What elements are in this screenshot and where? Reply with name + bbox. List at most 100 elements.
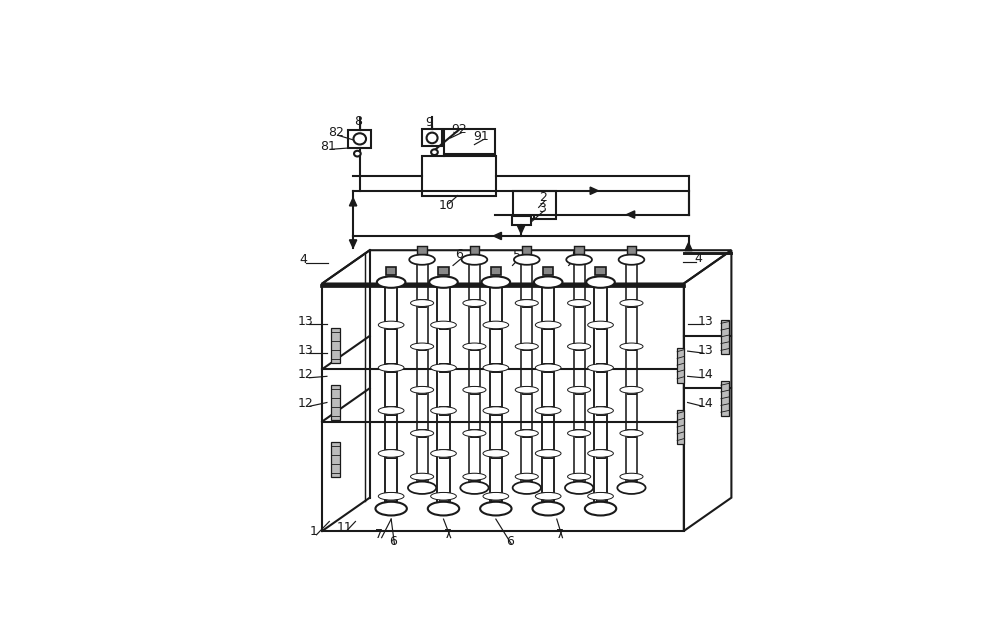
Text: 4: 4 xyxy=(299,253,307,266)
Text: 13: 13 xyxy=(298,315,314,328)
Ellipse shape xyxy=(408,481,436,494)
Ellipse shape xyxy=(568,473,591,480)
Ellipse shape xyxy=(411,386,434,393)
Bar xyxy=(575,342,583,350)
Ellipse shape xyxy=(428,502,459,515)
Bar xyxy=(331,442,340,476)
Ellipse shape xyxy=(588,321,613,329)
Bar xyxy=(575,386,583,394)
Bar xyxy=(677,410,684,444)
Text: 6: 6 xyxy=(455,248,463,261)
Bar xyxy=(386,321,396,329)
Ellipse shape xyxy=(431,407,456,415)
Bar xyxy=(348,130,371,148)
Bar xyxy=(491,449,501,458)
Bar xyxy=(596,406,605,415)
Bar xyxy=(596,363,605,372)
Ellipse shape xyxy=(378,364,404,371)
Bar xyxy=(522,342,531,350)
Bar xyxy=(438,267,449,276)
Ellipse shape xyxy=(515,386,538,393)
Bar xyxy=(491,321,501,329)
Ellipse shape xyxy=(463,473,486,480)
Bar xyxy=(491,363,501,372)
Bar xyxy=(439,406,448,415)
Ellipse shape xyxy=(534,276,562,288)
Ellipse shape xyxy=(565,481,593,494)
Text: 1: 1 xyxy=(310,525,318,538)
Ellipse shape xyxy=(535,450,561,457)
Bar xyxy=(522,473,531,481)
Bar xyxy=(522,246,531,253)
Ellipse shape xyxy=(619,255,644,265)
Bar xyxy=(470,430,479,437)
Bar xyxy=(543,406,553,415)
Bar xyxy=(596,321,605,329)
Polygon shape xyxy=(590,187,598,195)
Bar xyxy=(470,342,479,350)
Bar xyxy=(575,430,583,437)
Text: 91: 91 xyxy=(474,130,489,143)
Text: 7: 7 xyxy=(444,528,452,541)
Text: 10: 10 xyxy=(439,199,455,212)
Bar xyxy=(418,386,426,394)
Bar xyxy=(627,473,636,481)
Bar xyxy=(386,363,396,372)
Ellipse shape xyxy=(375,502,407,515)
Ellipse shape xyxy=(515,300,538,307)
Ellipse shape xyxy=(431,364,456,371)
Bar xyxy=(439,363,448,372)
Bar xyxy=(439,449,448,458)
Ellipse shape xyxy=(411,473,434,480)
Ellipse shape xyxy=(483,450,509,457)
Bar xyxy=(543,363,553,372)
Ellipse shape xyxy=(411,300,434,307)
Bar xyxy=(543,492,553,501)
Bar xyxy=(627,430,636,437)
Text: 13: 13 xyxy=(697,315,713,328)
Bar xyxy=(386,449,396,458)
Ellipse shape xyxy=(480,502,512,515)
Ellipse shape xyxy=(568,300,591,307)
Ellipse shape xyxy=(431,321,456,329)
Ellipse shape xyxy=(585,502,616,515)
Ellipse shape xyxy=(377,276,405,288)
Ellipse shape xyxy=(463,300,486,307)
Ellipse shape xyxy=(483,364,509,371)
Bar xyxy=(418,342,426,350)
Ellipse shape xyxy=(427,133,438,143)
Bar xyxy=(627,342,636,350)
Text: 6: 6 xyxy=(571,248,579,261)
Bar xyxy=(721,320,729,354)
Bar xyxy=(522,430,531,437)
Text: 7: 7 xyxy=(375,528,383,541)
Bar xyxy=(721,381,729,416)
Ellipse shape xyxy=(566,255,592,265)
Ellipse shape xyxy=(568,343,591,350)
Bar xyxy=(422,129,442,146)
Text: 7: 7 xyxy=(556,528,564,541)
Ellipse shape xyxy=(409,255,435,265)
Bar xyxy=(439,492,448,501)
Ellipse shape xyxy=(483,407,509,415)
Bar xyxy=(543,321,553,329)
Text: 13: 13 xyxy=(298,344,314,357)
Bar xyxy=(444,129,495,154)
Ellipse shape xyxy=(620,430,643,437)
Bar xyxy=(575,473,583,481)
Ellipse shape xyxy=(620,343,643,350)
Bar xyxy=(470,299,479,307)
Bar xyxy=(470,473,479,481)
Bar xyxy=(386,406,396,415)
Polygon shape xyxy=(349,198,357,206)
Ellipse shape xyxy=(378,493,404,500)
Text: 82: 82 xyxy=(328,126,344,139)
Bar xyxy=(512,191,556,219)
Ellipse shape xyxy=(535,493,561,500)
Bar xyxy=(491,267,501,276)
Ellipse shape xyxy=(463,430,486,437)
Ellipse shape xyxy=(411,343,434,350)
Ellipse shape xyxy=(513,481,541,494)
Bar xyxy=(596,492,605,501)
Ellipse shape xyxy=(535,321,561,329)
